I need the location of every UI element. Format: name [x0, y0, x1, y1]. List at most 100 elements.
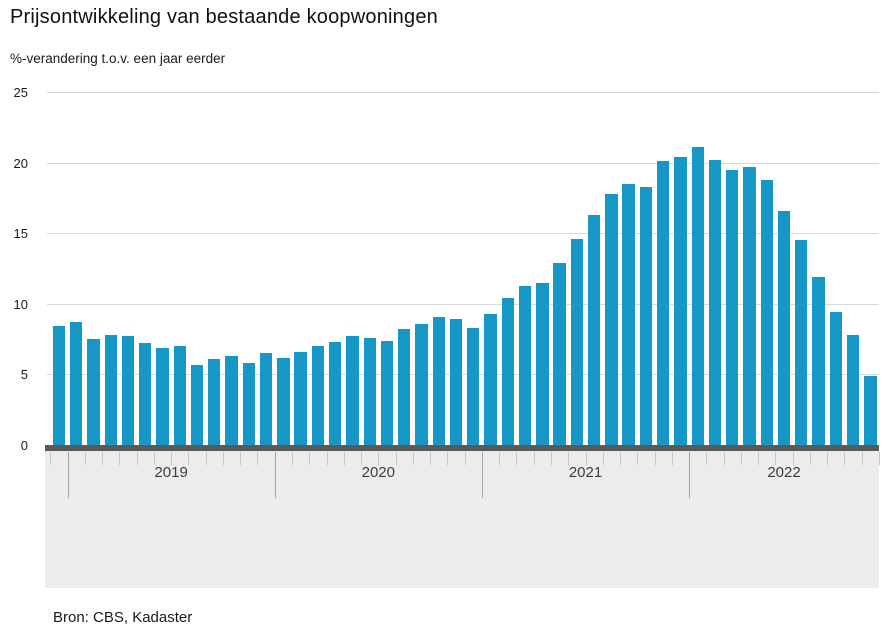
bar-month-32 [605, 193, 618, 445]
month-tick [758, 452, 760, 465]
month-tick [153, 452, 155, 465]
month-tick [188, 452, 190, 465]
bar-month-8 [190, 364, 204, 445]
bar-month-16 [328, 341, 342, 445]
month-tick [550, 452, 552, 465]
y-axis-label-25: 25 [13, 85, 28, 101]
x-axis-year-label-2020: 2020 [361, 464, 395, 481]
month-tick [792, 452, 794, 465]
bar-month-21 [415, 323, 428, 445]
bar-month-28 [536, 282, 549, 445]
bar-month-18 [363, 337, 376, 445]
bar-month-47 [864, 375, 877, 445]
year-separator [481, 452, 483, 498]
month-tick [395, 452, 397, 465]
bar-month-41 [760, 179, 773, 445]
bar-month-17 [346, 336, 359, 445]
month-tick [568, 452, 570, 465]
bar-month-39 [726, 169, 739, 445]
month-tick [171, 452, 173, 465]
bar-month-30 [570, 238, 584, 445]
month-tick [809, 452, 811, 465]
month-tick [723, 452, 725, 465]
bar-month-11 [242, 363, 255, 445]
gridline-25 [47, 92, 879, 94]
month-tick [516, 452, 518, 465]
month-tick [136, 452, 138, 465]
month-tick [637, 452, 639, 465]
gridline-10 [47, 303, 879, 305]
bar-month-33 [622, 183, 635, 445]
bar-month-15 [311, 346, 325, 445]
gridline-20 [47, 162, 879, 164]
bar-month-35 [657, 161, 670, 445]
y-axis-label-20: 20 [13, 155, 28, 171]
month-tick [706, 452, 708, 465]
bar-month-37 [691, 147, 704, 445]
month-tick [861, 452, 863, 465]
bar-month-10 [225, 356, 238, 445]
y-axis-label-5: 5 [20, 367, 28, 383]
x-axis-year-label-2021: 2021 [568, 464, 603, 481]
month-tick [844, 452, 846, 465]
bar-month-31 [587, 214, 601, 445]
source-note: Bron: CBS, Kadaster [53, 609, 193, 626]
bar-month-26 [501, 298, 514, 445]
month-tick [222, 452, 224, 465]
month-tick [240, 452, 242, 465]
bar-month-14 [294, 351, 307, 445]
gridline-15 [47, 233, 879, 235]
bar-month-6 [156, 347, 169, 445]
bar-month-0 [52, 326, 66, 445]
month-tick [499, 452, 501, 465]
bar-month-36 [674, 157, 687, 445]
x-axis-year-label-2022: 2022 [767, 464, 801, 481]
month-tick [602, 452, 604, 465]
bar-month-45 [829, 312, 842, 445]
bar-month-23 [449, 319, 463, 445]
x-axis-band: 2019 2020 2021 2022 [45, 451, 880, 588]
y-axis-label-0: 0 [20, 438, 28, 453]
bar-month-40 [743, 166, 756, 445]
month-tick [326, 452, 328, 465]
bar-month-2 [87, 339, 100, 445]
month-tick [257, 452, 259, 465]
bar-month-43 [795, 240, 808, 445]
month-tick [50, 452, 52, 465]
y-axis-label-10: 10 [13, 296, 28, 312]
bar-month-7 [173, 346, 186, 445]
month-tick [361, 452, 363, 465]
month-tick [292, 452, 293, 465]
year-separator [689, 452, 691, 498]
month-tick [464, 452, 466, 465]
year-separator [67, 452, 69, 498]
bar-month-12 [259, 353, 273, 445]
y-axis-label-15: 15 [13, 226, 28, 242]
month-tick [879, 452, 880, 465]
month-tick [620, 452, 622, 465]
x-axis-line [45, 445, 879, 451]
month-tick [740, 452, 742, 465]
bar-month-46 [846, 334, 860, 445]
bar-month-22 [432, 316, 445, 445]
month-tick [654, 452, 656, 465]
month-tick [119, 452, 121, 465]
month-tick [533, 452, 535, 465]
bar-month-25 [484, 313, 497, 445]
bar-month-42 [777, 210, 791, 445]
bar-month-27 [518, 285, 532, 445]
bar-month-4 [121, 336, 135, 445]
month-tick [378, 452, 380, 465]
month-tick [309, 452, 311, 465]
bar-month-1 [70, 322, 83, 445]
chart-subtitle: %-verandering t.o.v. een jaar eerder [10, 51, 226, 66]
year-separator [274, 452, 276, 498]
bar-month-9 [208, 358, 221, 445]
month-tick [343, 452, 345, 465]
month-tick [84, 452, 86, 465]
bar-month-24 [467, 327, 480, 445]
month-tick [671, 452, 673, 465]
month-tick [430, 452, 432, 465]
bar-month-38 [708, 159, 722, 445]
